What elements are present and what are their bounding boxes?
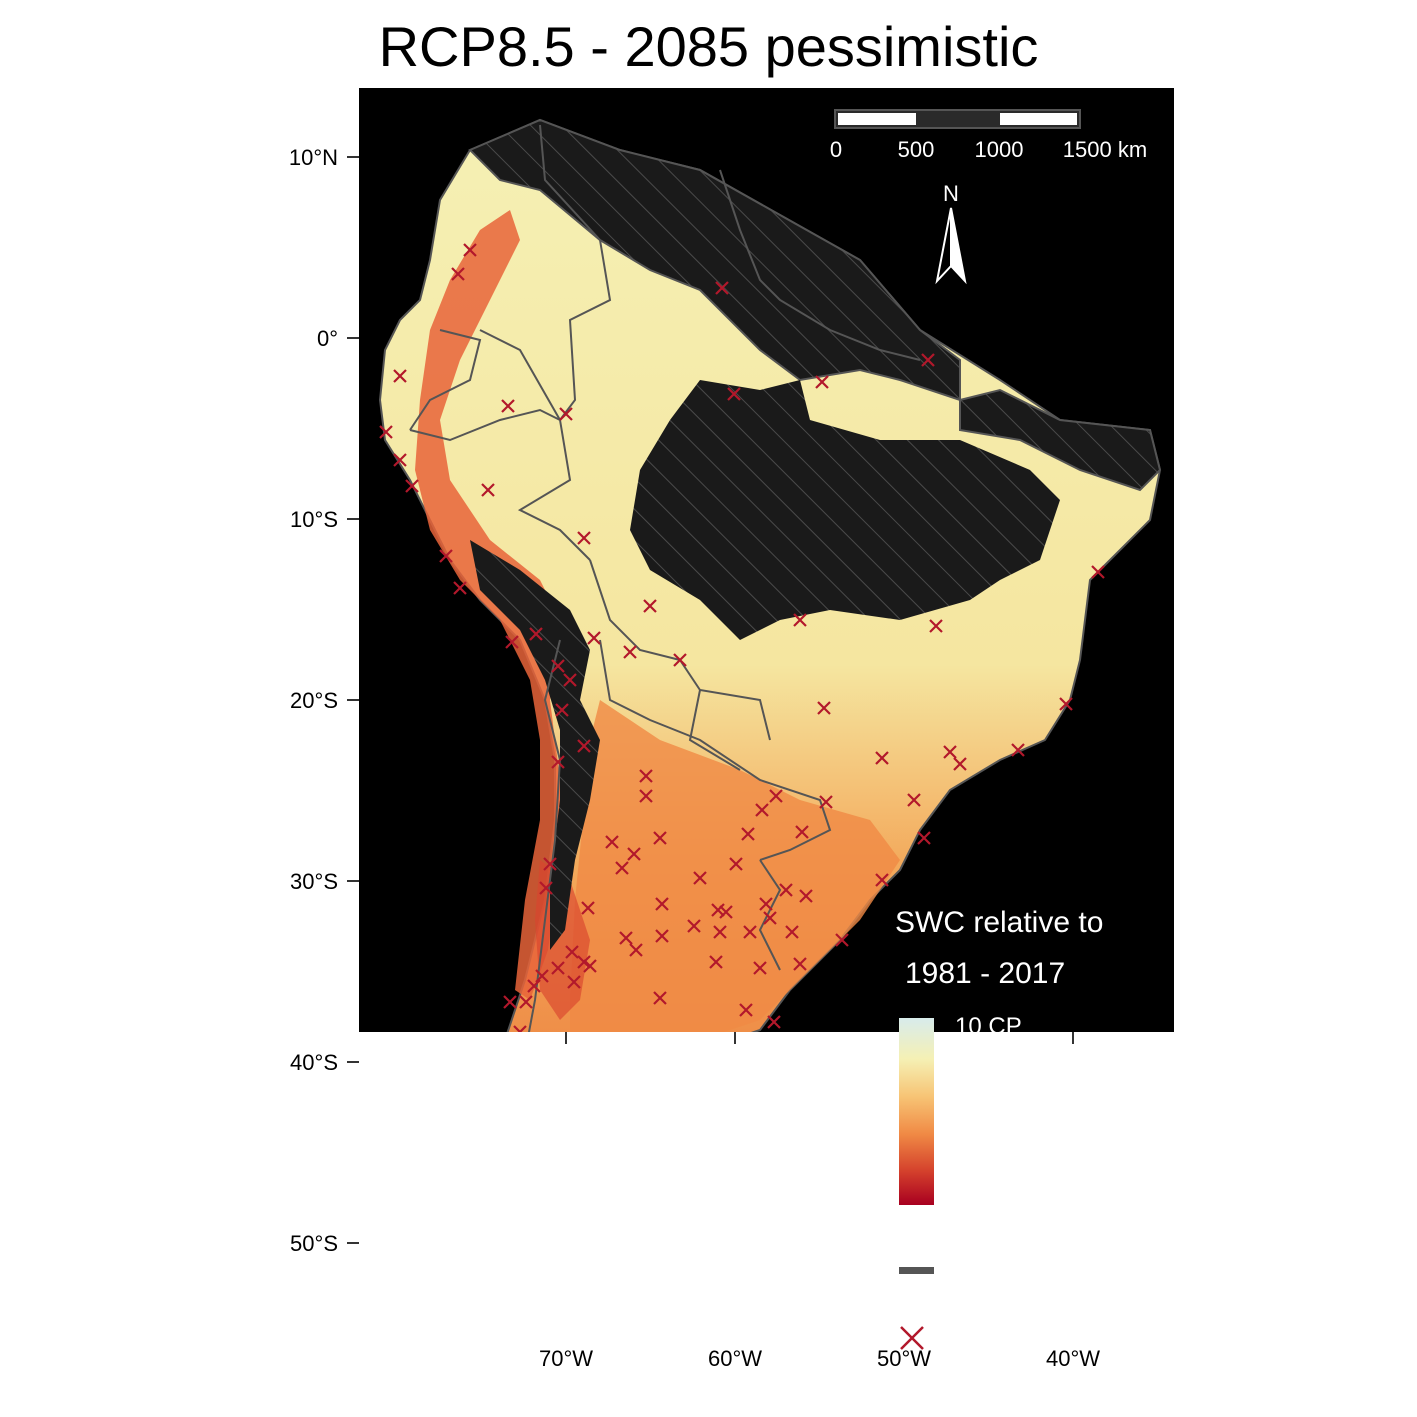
lat-label-50s: 50°S: [290, 1231, 338, 1256]
excluded-legend-swatch: [899, 1267, 934, 1274]
scale-label-500: 500: [898, 137, 935, 162]
scale-bar: 0 500 1000 1500 km: [830, 109, 1147, 162]
weather-stations: [379, 243, 1105, 1032]
station-legend-icon: [900, 1326, 924, 1350]
excluded-patagonia-west: [470, 1080, 640, 1325]
lat-label-10s: 10°S: [290, 507, 338, 532]
scale-label-1000: 1000: [975, 137, 1024, 162]
colorbar-label-neg20: -20 CP: [944, 1120, 1019, 1147]
colorbar-label-0: 0 CP: [958, 1049, 1011, 1076]
excluded-patagonia-inland: [560, 1070, 610, 1140]
legend: SWC relative to 1981 - 2017 10 CP 0 CP -…: [895, 906, 1113, 1353]
north-arrow-label: N: [943, 181, 959, 206]
lat-ticks: [347, 156, 359, 1244]
lat-label-40s: 40°S: [290, 1050, 338, 1075]
excluded-legend-label: Excluded: [943, 1260, 1042, 1287]
andes-dry-band: [415, 210, 560, 1000]
legend-title-line1: SWC relative to: [895, 906, 1103, 939]
lon-label-70w: 70°W: [538, 1346, 594, 1371]
lat-label-0: 0°: [316, 326, 338, 351]
legend-colorbar: [899, 1018, 934, 1205]
legend-title-line2: 1981 - 2017: [905, 957, 1065, 990]
country-borders: [409, 124, 921, 1032]
colorbar-label-neg10: -10 CP: [944, 1084, 1019, 1111]
lat-label-30s: 30°S: [290, 869, 338, 894]
north-arrow-icon: N: [935, 181, 967, 285]
scale-label-1500: 1500 km: [1063, 137, 1147, 162]
excluded-northeast-east: [959, 388, 1162, 492]
scale-label-0: 0: [830, 137, 842, 162]
lat-label-10n: 10°N: [288, 145, 338, 170]
lon-label-50w: 50°W: [876, 1346, 932, 1371]
map-title: RCP8.5 - 2085 pessimistic: [378, 15, 1039, 78]
excluded-amazon: [630, 380, 1060, 640]
colorbar-label-neg30: -30 CP: [944, 1156, 1019, 1183]
excluded-atacama: [470, 540, 600, 950]
lon-label-60w: 60°W: [707, 1346, 763, 1371]
station-legend-label: Weather station: [945, 1326, 1113, 1353]
lon-label-40w: 40°W: [1045, 1346, 1101, 1371]
lat-label-20s: 20°S: [290, 688, 338, 713]
colorbar-label-10: 10 CP: [955, 1013, 1022, 1040]
colorbar-label-neg40: -40 CP: [944, 1192, 1019, 1219]
